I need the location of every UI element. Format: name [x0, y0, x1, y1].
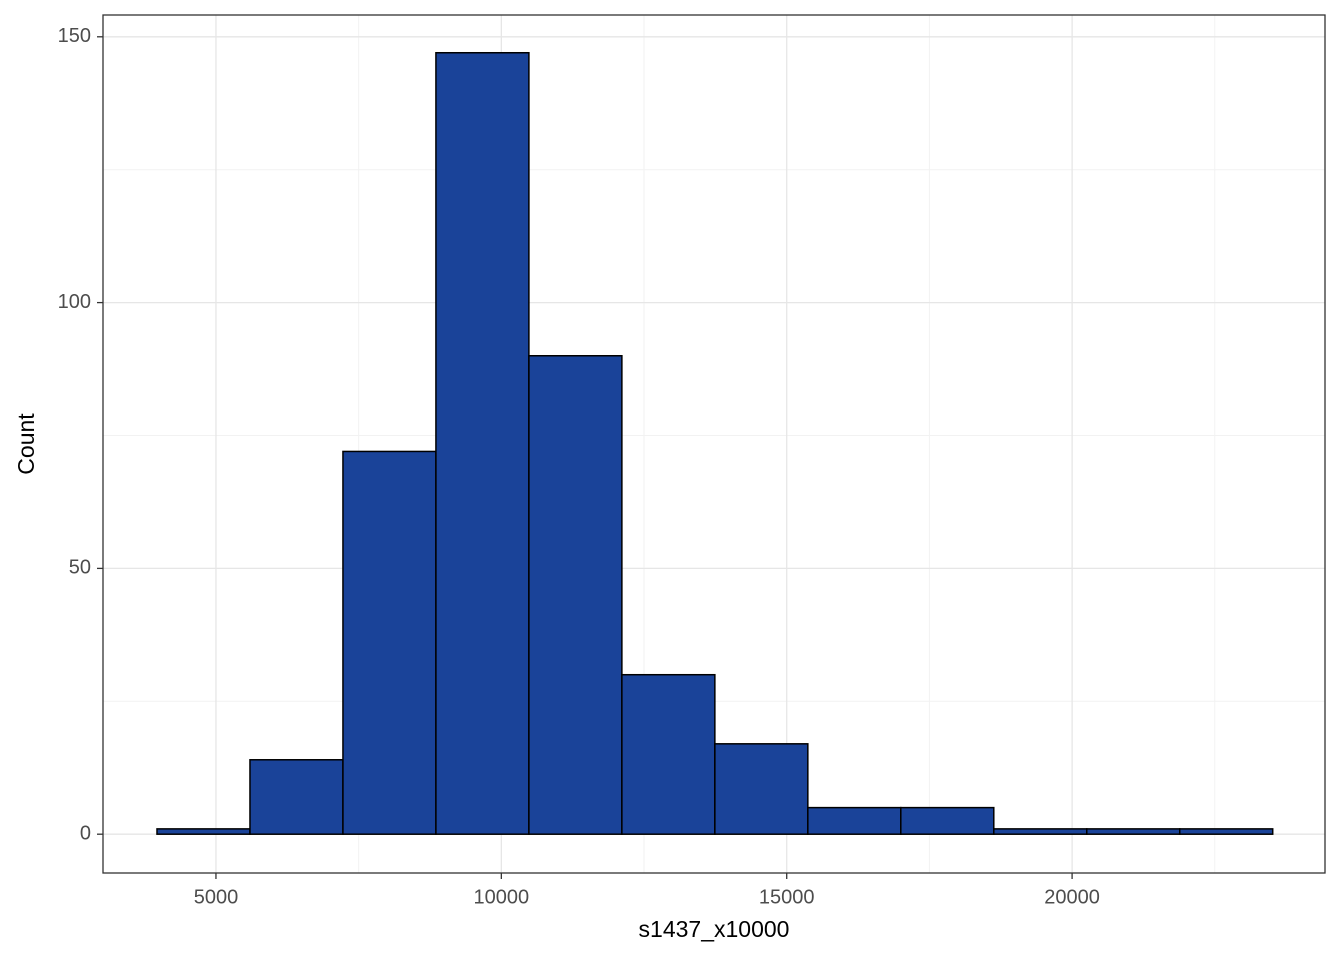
y-tick-label: 0 — [80, 822, 91, 844]
bar — [342, 450, 437, 835]
bar — [249, 759, 344, 835]
bar — [993, 828, 1088, 835]
bar — [1086, 828, 1181, 835]
bar — [156, 828, 251, 835]
bar — [435, 51, 530, 835]
y-tick-label: 50 — [69, 557, 91, 579]
y-tick-label: 150 — [58, 25, 91, 47]
bar — [714, 743, 809, 835]
x-tick-label: 5000 — [194, 886, 239, 908]
bar — [528, 355, 623, 835]
x-tick-label: 20000 — [1044, 886, 1100, 908]
y-tick-label: 100 — [58, 291, 91, 313]
y-axis-title: Count — [13, 413, 39, 475]
x-tick-label: 15000 — [759, 886, 815, 908]
bar — [900, 806, 995, 835]
bar — [1178, 828, 1274, 835]
x-tick-label: 10000 — [474, 886, 530, 908]
x-axis-title: s1437_x10000 — [639, 916, 790, 942]
bars — [156, 51, 1274, 835]
bar — [807, 806, 902, 835]
panel-border — [102, 14, 1326, 874]
bar — [621, 673, 716, 835]
